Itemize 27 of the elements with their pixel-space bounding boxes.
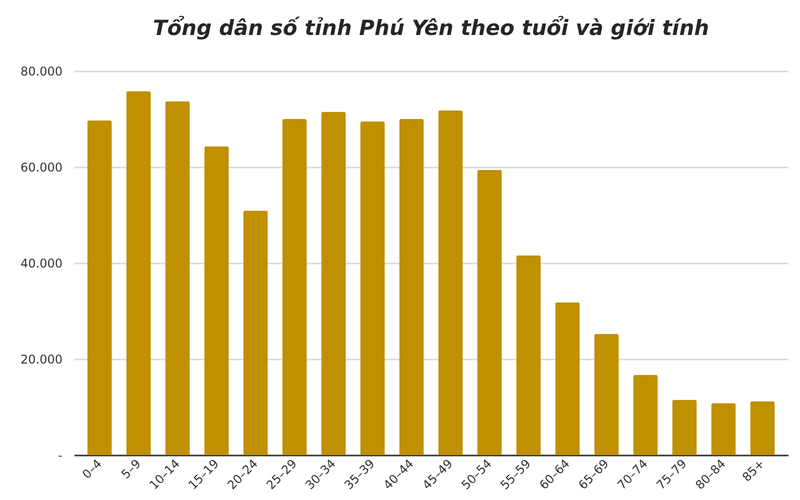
y-tick-label: 60.000 (20, 160, 62, 174)
chart-title: Tổng dân số tỉnh Phú Yên theo tuổi và giới tính (152, 15, 710, 40)
bar (516, 255, 541, 455)
y-tick-label: 80.000 (20, 64, 62, 78)
bar (126, 91, 151, 455)
x-tick-label: 0–4 (80, 456, 104, 482)
bar (243, 210, 268, 455)
bar (321, 112, 346, 455)
bar (711, 403, 736, 455)
bar (165, 101, 190, 455)
y-tick-label: 20.000 (20, 352, 62, 366)
bar (438, 110, 463, 455)
bar (555, 302, 580, 455)
bar (399, 119, 424, 455)
bar (594, 334, 619, 455)
y-tick-label: - (58, 448, 62, 462)
x-tick-label: 85+ (740, 456, 768, 484)
bar (750, 401, 775, 455)
bar (477, 170, 502, 455)
bar (633, 374, 658, 455)
bar (360, 121, 385, 455)
x-tick-label: 5–9 (118, 456, 144, 482)
bar (87, 120, 112, 455)
bar (672, 400, 697, 455)
y-tick-label: 40.000 (20, 256, 62, 270)
bar (282, 119, 307, 455)
bar (204, 146, 229, 455)
